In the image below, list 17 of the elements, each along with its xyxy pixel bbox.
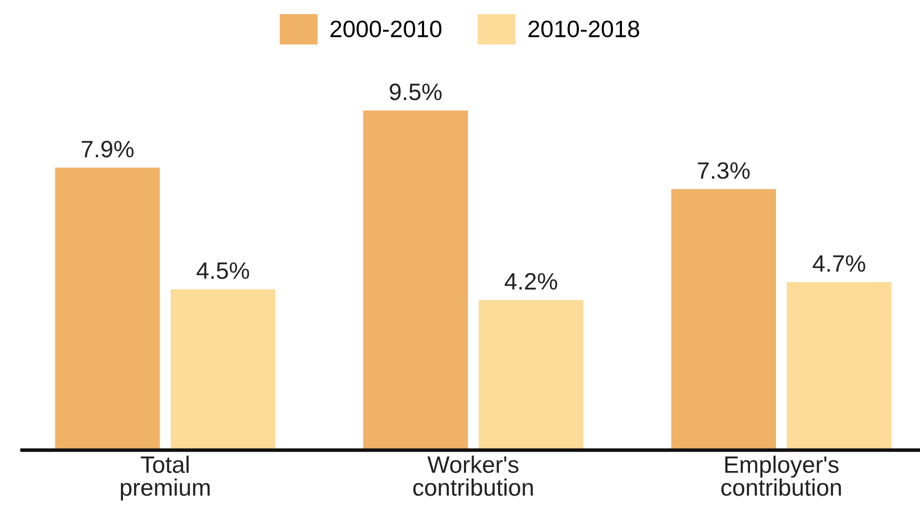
x-tick-label: Employer's contribution: [721, 456, 841, 496]
bar: [363, 110, 468, 450]
bar: [786, 282, 892, 450]
data-label: 4.5%: [196, 262, 250, 280]
data-label: 4.2%: [504, 273, 558, 290]
legend-label: 2000-2010: [330, 20, 442, 38]
bar: [170, 289, 276, 450]
x-tick-label: Worker's contribution: [413, 456, 533, 496]
bar: [671, 189, 776, 450]
data-label: 7.9%: [82, 140, 134, 158]
data-label: 7.3%: [698, 162, 750, 179]
x-tick-label: Total premium: [120, 456, 210, 501]
data-label: 4.7%: [812, 255, 866, 272]
legend-label: 2010-2018: [528, 20, 640, 38]
bar: [478, 300, 584, 450]
data-label: 9.5%: [390, 84, 442, 100]
bar: [55, 168, 160, 450]
